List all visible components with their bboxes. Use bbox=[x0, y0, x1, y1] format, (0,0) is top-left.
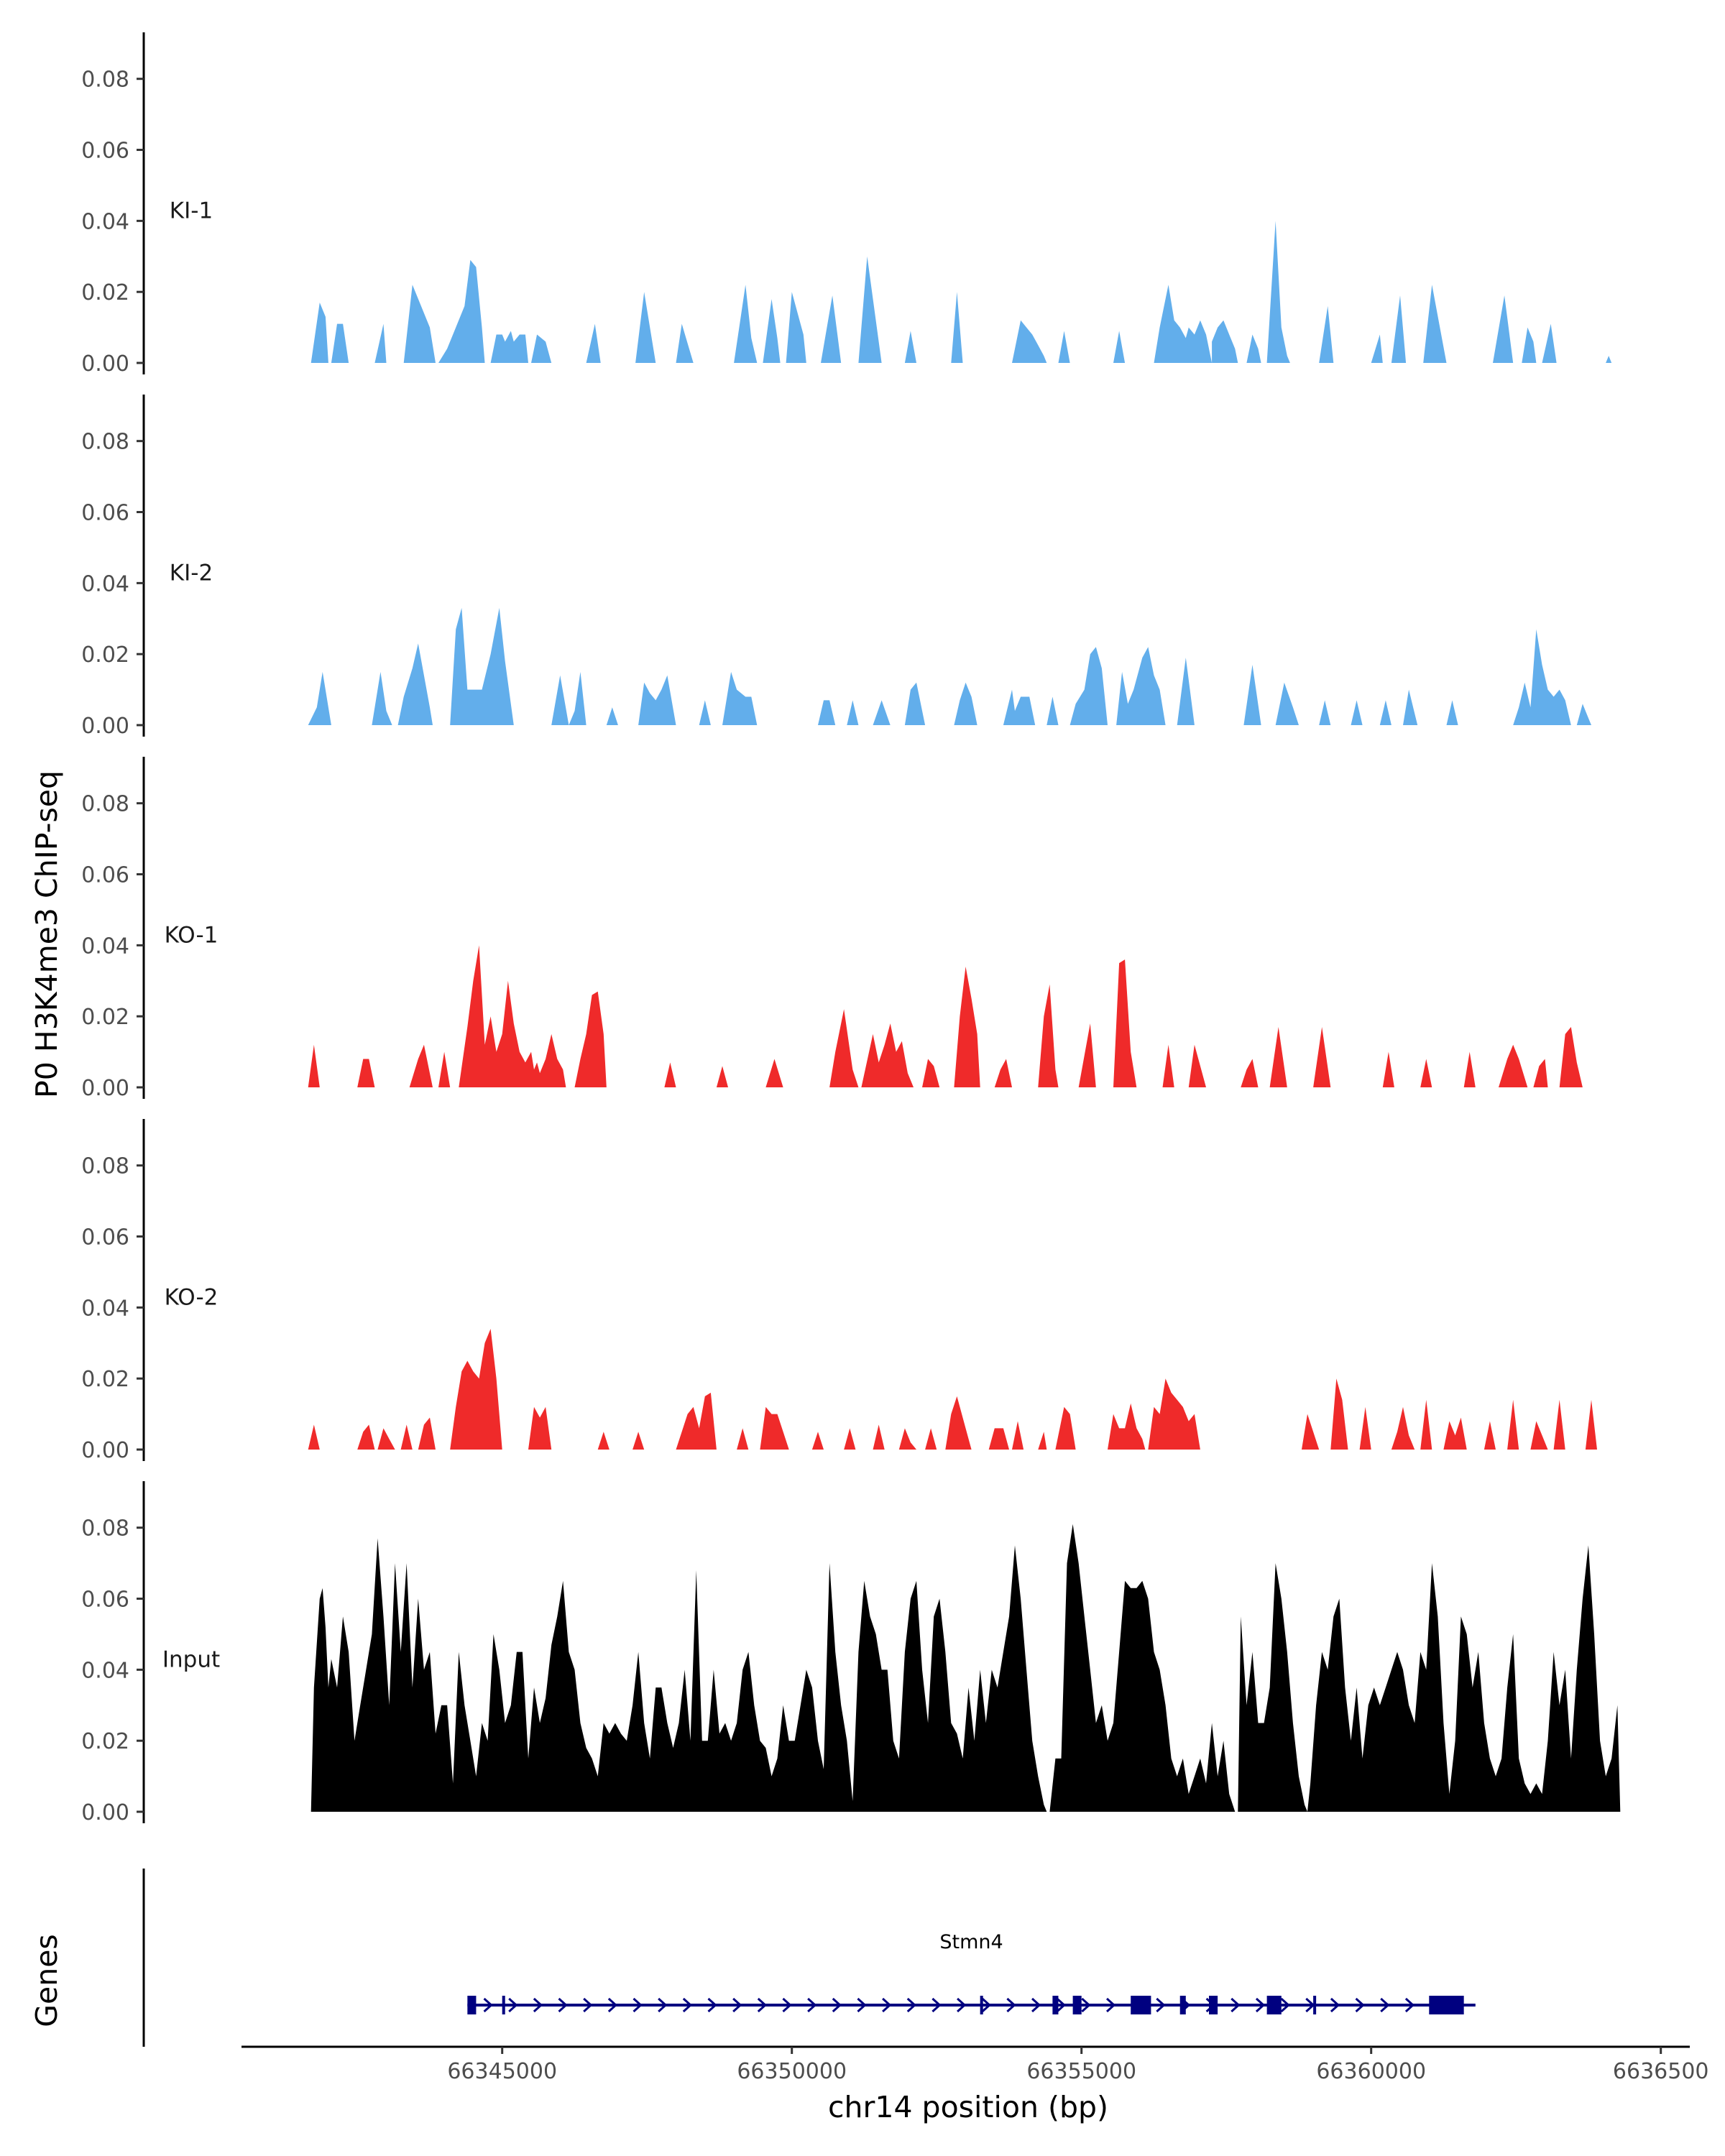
y-tick-label: 0.02 bbox=[81, 1367, 129, 1392]
y-tick-label: 0.08 bbox=[81, 1516, 129, 1542]
coverage-area bbox=[308, 945, 1586, 1087]
gene-exon bbox=[502, 1996, 505, 2014]
gene-exon bbox=[1266, 1996, 1282, 2014]
y-tick-label: 0.06 bbox=[81, 1588, 129, 1613]
strand-arrow bbox=[1355, 1997, 1365, 2013]
gene-track-title: Genes bbox=[29, 1934, 64, 2027]
y-tick-label: 0.02 bbox=[81, 1729, 129, 1754]
strand-arrow bbox=[1380, 1997, 1390, 2013]
y-tick-label: 0.04 bbox=[81, 1658, 129, 1683]
gene-track: Stmn4 bbox=[142, 1869, 1476, 2047]
y-tick-label: 0.06 bbox=[81, 139, 129, 164]
gene-exon bbox=[1072, 1996, 1082, 2014]
y-tick-label: 0.08 bbox=[81, 430, 129, 455]
strand-arrow bbox=[782, 1997, 792, 2013]
strand-arrow bbox=[857, 1997, 867, 2013]
gene-exon bbox=[1179, 1996, 1186, 2014]
strand-arrow bbox=[832, 1997, 842, 2013]
strand-arrow bbox=[807, 1997, 817, 2013]
strand-arrow bbox=[707, 1997, 717, 2013]
track-label: Input bbox=[162, 1646, 220, 1672]
x-tick-label: 66355000 bbox=[1026, 2059, 1136, 2084]
x-axis-title: chr14 position (bp) bbox=[828, 2090, 1108, 2124]
y-tick-label: 0.04 bbox=[81, 1296, 129, 1321]
gene-exon bbox=[1313, 1996, 1317, 2014]
track-label: KO-1 bbox=[165, 922, 218, 948]
strand-arrow bbox=[1404, 1997, 1415, 2013]
strand-arrow bbox=[1031, 1997, 1041, 2013]
strand-arrow bbox=[1280, 1997, 1290, 2013]
strand-arrow bbox=[508, 1997, 518, 2013]
y-tick-label: 0.02 bbox=[81, 642, 129, 668]
strand-arrow bbox=[932, 1997, 942, 2013]
gene-name-label: Stmn4 bbox=[939, 1931, 1003, 1953]
coverage-area bbox=[310, 221, 1612, 363]
gene-exon bbox=[1052, 1996, 1059, 2014]
strand-arrow bbox=[732, 1997, 742, 2013]
coverage-area bbox=[308, 1329, 1598, 1450]
coverage-area bbox=[308, 607, 1592, 725]
x-tick-label: 66350000 bbox=[737, 2059, 847, 2084]
y-axis-title: P0 H3K4me3 ChIP-seq bbox=[29, 770, 64, 1098]
y-tick-label: 0.00 bbox=[81, 714, 129, 739]
y-tick-label: 0.00 bbox=[81, 1800, 129, 1825]
strand-arrow bbox=[1330, 1997, 1340, 2013]
strand-arrow bbox=[1081, 1997, 1091, 2013]
track-label: KI-2 bbox=[170, 560, 213, 586]
y-tick-label: 0.04 bbox=[81, 571, 129, 596]
track-ki-1: 0.00 0.02 0.04 0.06 0.08 KI-1 bbox=[81, 32, 1612, 377]
gene-exon bbox=[980, 1996, 983, 2014]
strand-arrow bbox=[882, 1997, 892, 2013]
strand-arrow bbox=[1230, 1997, 1241, 2013]
strand-arrow bbox=[658, 1997, 668, 2013]
gene-exon bbox=[1429, 1996, 1464, 2014]
track-input: 0.00 0.02 0.04 0.06 0.08 Input bbox=[81, 1481, 1621, 1825]
x-tick-label: 6636500 bbox=[1613, 2059, 1709, 2084]
coverage-area bbox=[310, 1524, 1621, 1812]
strand-arrow bbox=[632, 1997, 643, 2013]
x-axis: 66345000 66350000 66355000 66360000 6636500 bbox=[242, 2045, 1709, 2084]
x-tick-label: 66345000 bbox=[447, 2059, 557, 2084]
y-tick-label: 0.04 bbox=[81, 934, 129, 959]
track-label: KI-1 bbox=[170, 198, 213, 224]
x-tick-label: 66360000 bbox=[1316, 2059, 1426, 2084]
y-tick-label: 0.04 bbox=[81, 209, 129, 234]
y-tick-label: 0.08 bbox=[81, 68, 129, 93]
y-tick-label: 0.08 bbox=[81, 792, 129, 817]
track-label: KO-2 bbox=[165, 1284, 218, 1310]
y-tick-label: 0.02 bbox=[81, 1005, 129, 1030]
strand-arrow bbox=[583, 1997, 593, 2013]
strand-arrow bbox=[1255, 1997, 1266, 2013]
strand-arrow bbox=[558, 1997, 568, 2013]
y-tick-label: 0.06 bbox=[81, 863, 129, 888]
y-tick-label: 0.06 bbox=[81, 1225, 129, 1250]
strand-arrow bbox=[1006, 1997, 1016, 2013]
strand-arrow bbox=[607, 1997, 618, 2013]
track-ko-2: 0.00 0.02 0.04 0.06 0.08 KO-2 bbox=[81, 1119, 1598, 1463]
strand-arrow bbox=[906, 1997, 916, 2013]
y-tick-label: 0.00 bbox=[81, 351, 129, 377]
gene-exon bbox=[467, 1996, 477, 2014]
strand-arrow bbox=[1056, 1997, 1066, 2013]
strand-arrow bbox=[533, 1997, 543, 2013]
y-tick-label: 0.06 bbox=[81, 501, 129, 526]
strand-arrow bbox=[981, 1997, 991, 2013]
strand-arrow bbox=[483, 1997, 493, 2013]
strand-arrow bbox=[682, 1997, 693, 2013]
strand-arrow bbox=[1105, 1997, 1116, 2013]
y-tick-label: 0.00 bbox=[81, 1076, 129, 1101]
y-tick-label: 0.08 bbox=[81, 1154, 129, 1179]
strand-arrow bbox=[1156, 1997, 1166, 2013]
y-tick-label: 0.00 bbox=[81, 1438, 129, 1463]
y-tick-label: 0.02 bbox=[81, 280, 129, 305]
strand-arrow bbox=[757, 1997, 768, 2013]
track-ko-1: 0.00 0.02 0.04 0.06 0.08 KO-1 bbox=[81, 757, 1586, 1101]
coverage-tracks: 0.00 0.02 0.04 0.06 0.08 KI-1 0.00 0.02 0.04 0.06… bbox=[81, 32, 1621, 1825]
track-ki-2: 0.00 0.02 0.04 0.06 0.08 KI-2 bbox=[81, 395, 1592, 739]
gene-exon bbox=[1131, 1996, 1151, 2014]
gene-exon bbox=[1209, 1996, 1218, 2014]
strand-arrow bbox=[957, 1997, 967, 2013]
